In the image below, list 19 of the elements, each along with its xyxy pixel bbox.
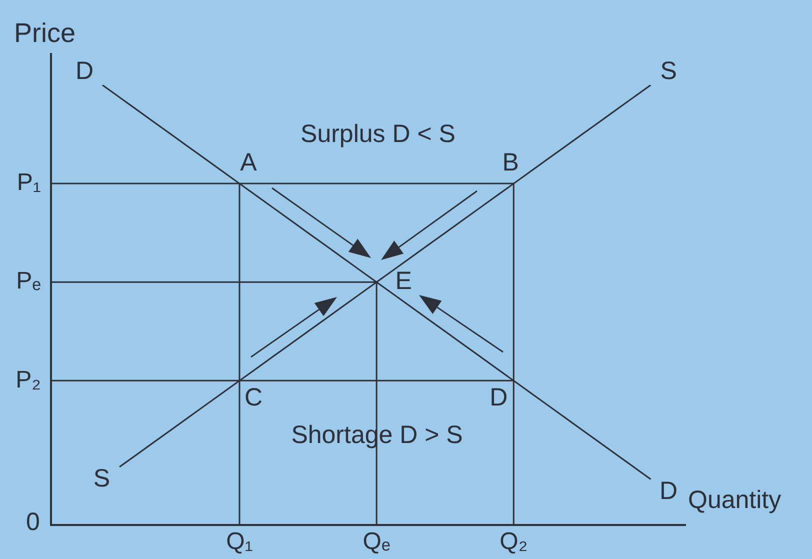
series-label: S — [660, 57, 677, 86]
series-label: D — [76, 57, 94, 86]
x-tick-label: Q₂ — [500, 528, 528, 556]
text: 0 — [26, 508, 40, 536]
annotation: D — [490, 384, 508, 412]
series-label: Pₑ — [16, 268, 42, 295]
annotation: B — [502, 148, 519, 176]
x-tick-label: Q₁ — [226, 528, 253, 556]
text: D — [660, 476, 678, 505]
series-label: P₂ — [16, 366, 41, 394]
annotation: A — [240, 148, 258, 176]
annotation: E — [395, 267, 412, 296]
annotation: Surplus D < S — [300, 120, 456, 148]
annotation: C — [244, 384, 263, 412]
x-tick-label: Qₑ — [362, 528, 390, 556]
text: S — [93, 464, 110, 493]
series-label: P₁ — [16, 169, 41, 196]
y-axis-title: Price — [14, 18, 76, 48]
x-axis-title: Quantity — [688, 486, 782, 514]
